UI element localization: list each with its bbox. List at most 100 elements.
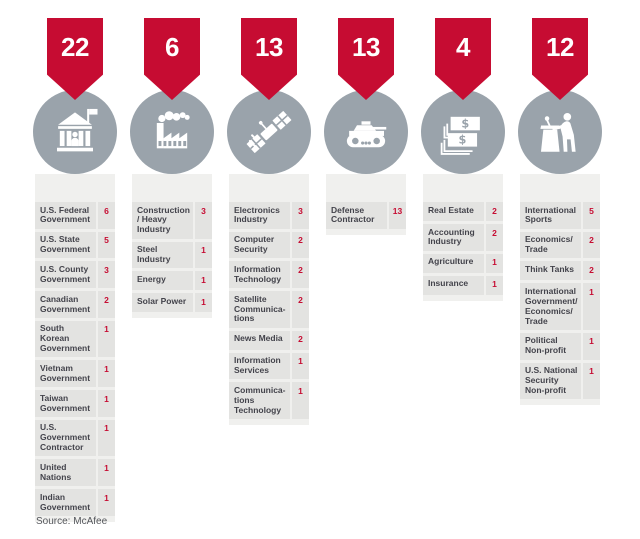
category-label: Think Tanks bbox=[520, 261, 581, 281]
category-label: Information Services bbox=[229, 352, 290, 380]
category-count: 1 bbox=[583, 332, 600, 360]
category-row: U.S. State Government 5 bbox=[35, 231, 115, 259]
factory-icon bbox=[156, 111, 190, 149]
category-label: International Government/ Economics/ Tra… bbox=[520, 283, 581, 330]
category-count: 2 bbox=[583, 231, 600, 259]
category-row: Economics/ Trade 2 bbox=[520, 231, 600, 259]
category-count: 2 bbox=[292, 231, 309, 259]
category-row: Information Services 1 bbox=[229, 352, 309, 380]
category-row: Indian Government 1 bbox=[35, 489, 115, 516]
category-icon-circle bbox=[324, 90, 408, 174]
count-ribbon: 4 bbox=[435, 18, 491, 100]
category-row: Canadian Government 2 bbox=[35, 291, 115, 318]
count-ribbon: 6 bbox=[144, 18, 200, 100]
category-row: U.S. Government Contractor 1 bbox=[35, 419, 115, 457]
category-count: 5 bbox=[583, 202, 600, 229]
category-count: 2 bbox=[486, 202, 503, 221]
category-column-1: 22 U.S. Federal Government 6 U.S. State Go… bbox=[33, 18, 117, 522]
category-label: Electronics Industry bbox=[229, 202, 290, 229]
category-row: Computer Security 2 bbox=[229, 231, 309, 259]
category-row: Real Estate 2 bbox=[423, 202, 503, 221]
category-row: Information Technology 2 bbox=[229, 261, 309, 289]
category-row: Satellite Communica-tions 2 bbox=[229, 291, 309, 328]
category-icon-circle: $ $ bbox=[421, 90, 505, 174]
category-count: 1 bbox=[98, 360, 115, 388]
group-total: 22 bbox=[61, 32, 89, 62]
category-count: 5 bbox=[98, 231, 115, 259]
category-label: U.S. County Government bbox=[35, 261, 96, 289]
category-count: 2 bbox=[292, 261, 309, 289]
category-row: U.S. County Government 3 bbox=[35, 261, 115, 289]
category-label: Agriculture bbox=[423, 253, 484, 273]
category-label: Insurance bbox=[423, 275, 484, 295]
category-row: International Government/ Economics/ Tra… bbox=[520, 283, 600, 330]
category-column-4: 13 Defense Contractor 13 bbox=[324, 18, 408, 522]
category-label: Energy bbox=[132, 271, 193, 291]
category-label: International Sports bbox=[520, 202, 581, 229]
category-count: 13 bbox=[389, 202, 406, 229]
category-row: Political Non-profit 1 bbox=[520, 332, 600, 360]
category-label: Information Technology bbox=[229, 261, 290, 289]
category-label: Steel Industry bbox=[132, 241, 193, 269]
category-row: News Media 2 bbox=[229, 330, 309, 350]
category-label: Economics/ Trade bbox=[520, 231, 581, 259]
category-row: Think Tanks 2 bbox=[520, 261, 600, 281]
columns: 22 U.S. Federal Government 6 U.S. State Go… bbox=[33, 18, 602, 522]
category-label: Indian Government bbox=[35, 489, 96, 516]
category-column-3: 13 Electronics Industry 3 Computer Securit… bbox=[227, 18, 311, 522]
count-ribbon: 13 bbox=[338, 18, 394, 100]
category-label: U.S. State Government bbox=[35, 231, 96, 259]
category-label: Defense Contractor bbox=[326, 202, 387, 229]
speaker-at-podium-icon bbox=[540, 112, 576, 152]
category-row: Construction/ Heavy Industry 3 bbox=[132, 202, 212, 239]
group-total: 12 bbox=[546, 32, 574, 62]
category-count: 1 bbox=[583, 362, 600, 400]
category-list: International Sports 5 Economics/ Trade 2 Th… bbox=[520, 174, 600, 406]
category-column-2: 6 Construction/ Heavy Industry 3 Steel Ind… bbox=[130, 18, 214, 522]
category-icon-circle bbox=[518, 90, 602, 174]
category-label: Communica-tions Technology bbox=[229, 382, 290, 420]
category-row: International Sports 5 bbox=[520, 202, 600, 229]
category-row: U.S. Federal Government 6 bbox=[35, 202, 115, 229]
category-count: 1 bbox=[292, 382, 309, 420]
category-count: 1 bbox=[98, 419, 115, 457]
category-count: 1 bbox=[195, 271, 212, 291]
category-row: Steel Industry 1 bbox=[132, 241, 212, 269]
category-row: Accounting Industry 2 bbox=[423, 224, 503, 251]
category-label: Political Non-profit bbox=[520, 332, 581, 360]
category-label: Accounting Industry bbox=[423, 224, 484, 251]
category-list: Defense Contractor 13 bbox=[326, 174, 406, 235]
category-row: Communica-tions Technology 1 bbox=[229, 382, 309, 420]
category-count: 2 bbox=[583, 261, 600, 281]
category-label: South Korean Government bbox=[35, 320, 96, 358]
category-label: United Nations bbox=[35, 459, 96, 487]
group-total: 6 bbox=[165, 32, 179, 62]
category-row: Defense Contractor 13 bbox=[326, 202, 406, 229]
category-count: 2 bbox=[292, 291, 309, 328]
svg-text:$: $ bbox=[461, 117, 469, 130]
category-count: 1 bbox=[98, 320, 115, 358]
category-row: Electronics Industry 3 bbox=[229, 202, 309, 229]
count-ribbon: 13 bbox=[241, 18, 297, 100]
category-icon-circle bbox=[130, 90, 214, 174]
category-count: 2 bbox=[292, 330, 309, 350]
category-label: News Media bbox=[229, 330, 290, 350]
category-row: Vietnam Government 1 bbox=[35, 360, 115, 388]
category-count: 1 bbox=[583, 283, 600, 330]
category-count: 1 bbox=[195, 293, 212, 313]
category-label: U.S. National Security Non-profit bbox=[520, 362, 581, 400]
category-icon-circle bbox=[33, 90, 117, 174]
category-count: 6 bbox=[98, 202, 115, 229]
category-label: Satellite Communica-tions bbox=[229, 291, 290, 328]
category-count: 3 bbox=[292, 202, 309, 229]
category-label: U.S. Federal Government bbox=[35, 202, 96, 229]
category-count: 3 bbox=[98, 261, 115, 289]
tank-icon bbox=[346, 121, 387, 148]
category-row: United Nations 1 bbox=[35, 459, 115, 487]
category-row: Energy 1 bbox=[132, 271, 212, 291]
category-column-6: 12 International Sports 5 Economics/ Trade… bbox=[518, 18, 602, 522]
group-total: 13 bbox=[255, 32, 283, 62]
count-ribbon: 12 bbox=[532, 18, 588, 100]
category-label: Computer Security bbox=[229, 231, 290, 259]
category-row: Insurance 1 bbox=[423, 275, 503, 295]
